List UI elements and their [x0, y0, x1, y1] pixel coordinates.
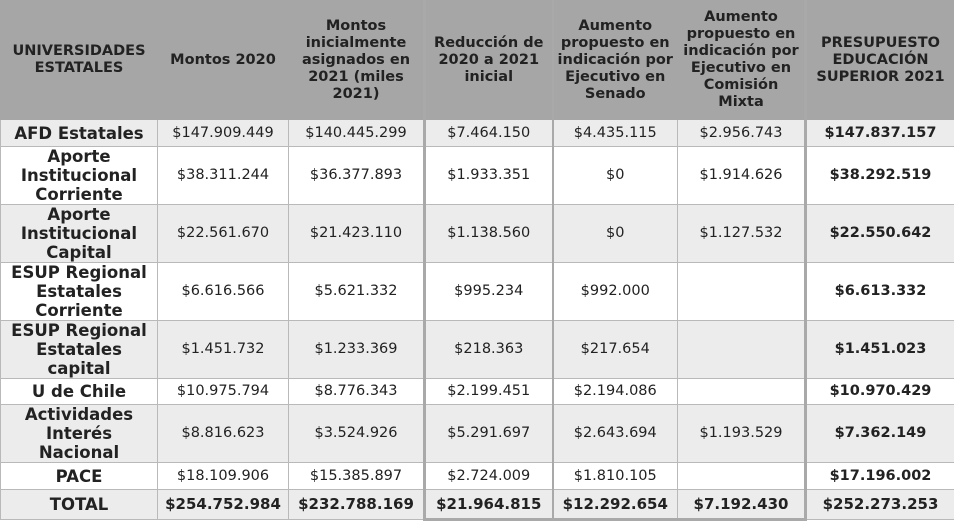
- table-row: Aporte Institucional Corriente $38.311.2…: [0, 146, 954, 205]
- cell-montos-2021: $3.524.926: [288, 404, 425, 463]
- cell-reduccion: $2.724.009: [423, 462, 553, 490]
- cell-aumento-mixta: [677, 320, 807, 379]
- table-row: PACE $18.109.906 $15.385.897 $2.724.009 …: [0, 462, 954, 490]
- table-row: Actividades Interés Nacional $8.816.623 …: [0, 404, 954, 463]
- cell-reduccion: $1.138.560: [423, 204, 553, 263]
- cell-reduccion: $7.464.150: [423, 119, 553, 147]
- total-montos-2021: $232.788.169: [288, 489, 425, 520]
- cell-aumento-mixta: $1.127.532: [677, 204, 807, 263]
- cell-montos-2020: $22.561.670: [157, 204, 289, 263]
- header-presupuesto: PRESUPUESTO EDUCACIÓN SUPERIOR 2021: [805, 0, 954, 120]
- cell-aumento-mixta: $1.193.529: [677, 404, 807, 463]
- cell-aumento-mixta: [677, 262, 807, 321]
- cell-montos-2020: $1.451.732: [157, 320, 289, 379]
- cell-montos-2020: $6.616.566: [157, 262, 289, 321]
- header-aumento-mixta: Aumento propuesto en indicación por Ejec…: [677, 0, 807, 120]
- row-label: Aporte Institucional Corriente: [0, 146, 158, 205]
- cell-montos-2021: $21.423.110: [288, 204, 425, 263]
- cell-montos-2020: $18.109.906: [157, 462, 289, 490]
- cell-reduccion: $1.933.351: [423, 146, 553, 205]
- cell-montos-2020: $38.311.244: [157, 146, 289, 205]
- total-row: TOTAL $254.752.984 $232.788.169 $21.964.…: [0, 489, 954, 521]
- cell-aumento-senado: $0: [551, 204, 678, 263]
- table-row: Aporte Institucional Capital $22.561.670…: [0, 204, 954, 263]
- cell-reduccion: $995.234: [423, 262, 553, 321]
- row-label: Actividades Interés Nacional: [0, 404, 158, 463]
- header-aumento-senado: Aumento propuesto en indicación por Ejec…: [551, 0, 678, 120]
- row-label: ESUP Regional Estatales Corriente: [0, 262, 158, 321]
- cell-montos-2021: $8.776.343: [288, 378, 425, 405]
- cell-aumento-mixta: [677, 462, 807, 490]
- cell-presupuesto: $7.362.149: [805, 404, 954, 463]
- cell-presupuesto: $17.196.002: [805, 462, 954, 490]
- cell-montos-2021: $5.621.332: [288, 262, 425, 321]
- cell-montos-2020: $8.816.623: [157, 404, 289, 463]
- cell-reduccion: $218.363: [423, 320, 553, 379]
- cell-presupuesto: $6.613.332: [805, 262, 954, 321]
- header-montos-2020: Montos 2020: [157, 0, 289, 120]
- cell-aumento-senado: $992.000: [551, 262, 678, 321]
- header-reduccion: Reducción de 2020 a 2021 inicial: [423, 0, 553, 120]
- total-label: TOTAL: [0, 489, 158, 520]
- cell-montos-2021: $36.377.893: [288, 146, 425, 205]
- cell-aumento-mixta: $1.914.626: [677, 146, 807, 205]
- row-label: Aporte Institucional Capital: [0, 204, 158, 263]
- cell-aumento-senado: $1.810.105: [551, 462, 678, 490]
- cell-presupuesto: $38.292.519: [805, 146, 954, 205]
- cell-montos-2021: $15.385.897: [288, 462, 425, 490]
- cell-montos-2021: $140.445.299: [288, 119, 425, 147]
- total-aumento-mixta: $7.192.430: [677, 489, 807, 521]
- header-montos-2021: Montos inicialmente asignados en 2021 (m…: [288, 0, 425, 120]
- cell-aumento-senado: $2.643.694: [551, 404, 678, 463]
- cell-montos-2020: $10.975.794: [157, 378, 289, 405]
- row-label: ESUP Regional Estatales capital: [0, 320, 158, 379]
- table-row: ESUP Regional Estatales Corriente $6.616…: [0, 262, 954, 321]
- row-label: AFD Estatales: [0, 119, 158, 147]
- cell-montos-2021: $1.233.369: [288, 320, 425, 379]
- header-row: UNIVERSIDADES ESTATALES Montos 2020 Mont…: [0, 0, 954, 120]
- row-label: U de Chile: [0, 378, 158, 405]
- table-row: U de Chile $10.975.794 $8.776.343 $2.199…: [0, 378, 954, 405]
- table-row: AFD Estatales $147.909.449 $140.445.299 …: [0, 119, 954, 147]
- cell-reduccion: $5.291.697: [423, 404, 553, 463]
- cell-presupuesto: $1.451.023: [805, 320, 954, 379]
- total-presupuesto: $252.273.253: [805, 489, 954, 520]
- total-montos-2020: $254.752.984: [157, 489, 289, 520]
- cell-aumento-senado: $2.194.086: [551, 378, 678, 405]
- total-reduccion: $21.964.815: [423, 489, 553, 521]
- cell-presupuesto: $22.550.642: [805, 204, 954, 263]
- cell-aumento-senado: $4.435.115: [551, 119, 678, 147]
- header-universidades: UNIVERSIDADES ESTATALES: [0, 0, 158, 120]
- cell-presupuesto: $10.970.429: [805, 378, 954, 405]
- cell-montos-2020: $147.909.449: [157, 119, 289, 147]
- cell-aumento-mixta: [677, 378, 807, 405]
- cell-reduccion: $2.199.451: [423, 378, 553, 405]
- row-label: PACE: [0, 462, 158, 490]
- cell-aumento-senado: $0: [551, 146, 678, 205]
- cell-aumento-mixta: $2.956.743: [677, 119, 807, 147]
- cell-presupuesto: $147.837.157: [805, 119, 954, 147]
- total-aumento-senado: $12.292.654: [551, 489, 678, 521]
- cell-aumento-senado: $217.654: [551, 320, 678, 379]
- table-row: ESUP Regional Estatales capital $1.451.7…: [0, 320, 954, 379]
